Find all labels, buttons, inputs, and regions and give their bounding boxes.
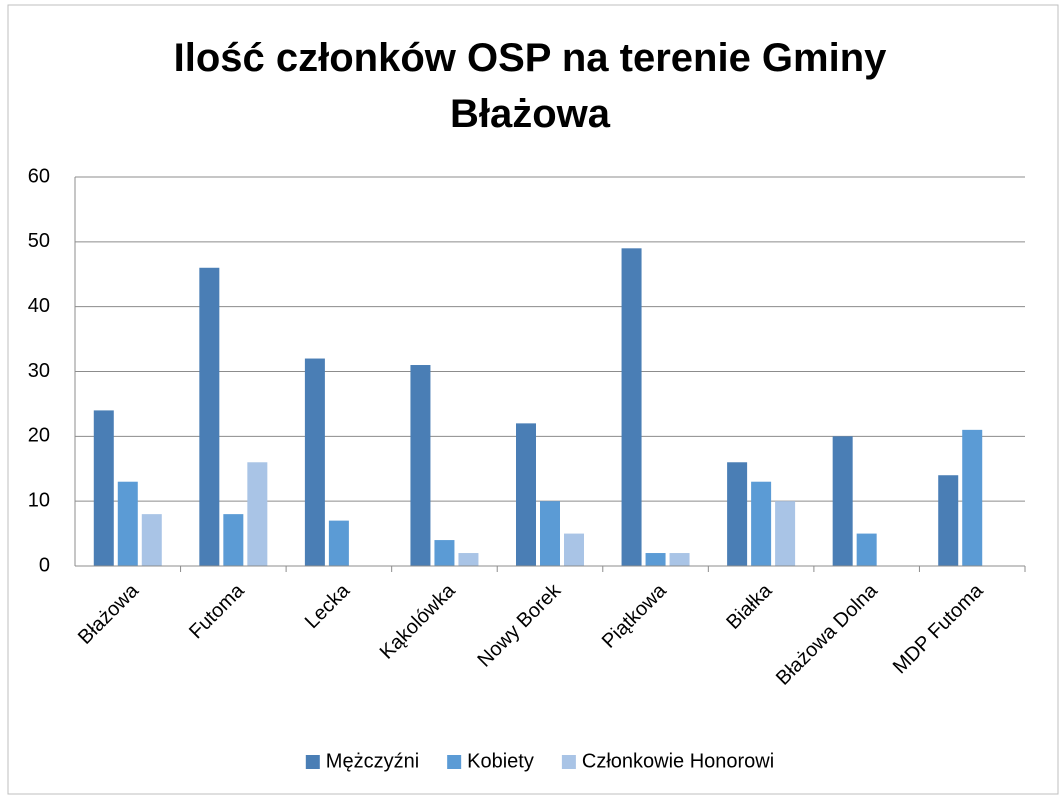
- y-tick-label: 60: [28, 165, 50, 187]
- legend-swatch: [447, 755, 462, 769]
- legend-label: Członkowie Honorowi: [582, 750, 774, 772]
- bar: [564, 533, 584, 566]
- bar: [247, 462, 268, 566]
- y-tick-label: 40: [28, 295, 50, 317]
- y-tick-label: 0: [39, 554, 50, 576]
- bar: [621, 248, 642, 567]
- bar: [434, 540, 455, 566]
- bar: [669, 553, 690, 566]
- bar: [141, 514, 162, 566]
- bar: [856, 533, 877, 566]
- legend-label: Mężczyźni: [326, 750, 419, 772]
- bar: [540, 501, 560, 566]
- bar: [645, 553, 666, 566]
- bar: [751, 481, 772, 566]
- bar: [516, 423, 536, 566]
- legend-swatch: [305, 755, 320, 769]
- bar: [832, 436, 853, 566]
- x-tick-label: Nowy Borek: [473, 579, 565, 671]
- chart-border: [7, 4, 1059, 795]
- x-tick-label: Błażowa Dolna: [772, 579, 883, 690]
- x-tick-label: Piątkowa: [598, 579, 672, 653]
- legend-swatch: [561, 755, 576, 769]
- y-tick-label: 20: [28, 425, 50, 447]
- bar: [962, 429, 983, 566]
- legend-label: Kobiety: [467, 750, 534, 772]
- x-tick-label: Białka: [722, 579, 777, 634]
- bar: [938, 475, 959, 566]
- x-tick-label: Futoma: [185, 579, 249, 643]
- bar: [223, 514, 244, 566]
- bar: [199, 267, 220, 566]
- chart-title: Ilość członków OSP na terenie Gminy Błaż…: [173, 36, 887, 136]
- x-tick-label: Kąkolówka: [376, 579, 461, 664]
- y-tick-label: 50: [28, 230, 50, 252]
- bar: [117, 481, 138, 566]
- bar: [775, 501, 796, 566]
- bar: [304, 358, 325, 566]
- bar: [328, 520, 349, 566]
- x-tick-label: Błażowa: [74, 579, 144, 649]
- bar: [410, 365, 431, 566]
- x-tick-label: MDP Futoma: [889, 579, 988, 678]
- bar: [93, 410, 114, 566]
- x-tick-label: Lecka: [301, 579, 355, 633]
- bar: [727, 462, 748, 566]
- y-tick-label: 10: [28, 489, 50, 511]
- bar: [458, 553, 479, 566]
- y-tick-label: 30: [28, 360, 50, 382]
